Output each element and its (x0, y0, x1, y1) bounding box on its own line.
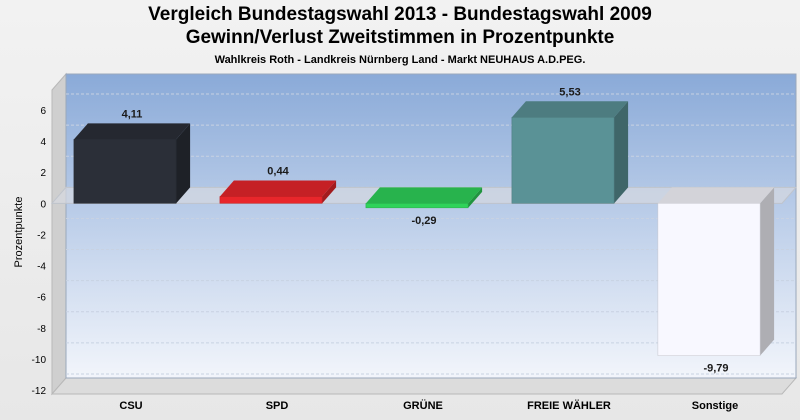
y-tick-label: -8 (37, 324, 46, 335)
y-tick-label: -10 (32, 355, 47, 366)
x-category-label: GRÜNE (403, 399, 443, 412)
y-tick-label: -12 (32, 386, 47, 397)
bar (511, 101, 629, 204)
bar (219, 180, 337, 204)
chart-title: Vergleich Bundestagswahl 2013 - Bundesta… (148, 4, 652, 25)
bar-front (511, 117, 615, 204)
y-tick-label: 4 (40, 137, 46, 148)
bar-front (73, 139, 177, 204)
x-category-label: SPD (266, 400, 289, 412)
plot-side-wall (51, 72, 67, 396)
chart-subtitle-region: Wahlkreis Roth - Landkreis Nürnberg Land… (214, 54, 586, 66)
bar-front (365, 203, 469, 209)
bar-side (468, 187, 483, 208)
bar-top (365, 187, 483, 204)
bar-value-label: -0,29 (411, 215, 436, 227)
bar-top (219, 180, 337, 197)
x-category-label: Sonstige (692, 400, 738, 412)
bar-value-label: -9,79 (703, 363, 728, 375)
bar-front (657, 203, 761, 356)
bar-value-label: 0,44 (267, 165, 289, 177)
bar-side (614, 101, 629, 204)
y-tick-label: 6 (40, 106, 46, 117)
bar-side (760, 187, 775, 356)
bar-front (219, 196, 323, 204)
chart-subtitle: Gewinn/Verlust Zweitstimmen in Prozentpu… (185, 27, 615, 48)
bar (365, 187, 483, 209)
bar-top (73, 123, 191, 140)
bar-side (176, 123, 191, 204)
y-tick-label: -2 (37, 230, 46, 241)
y-tick-label: -4 (37, 262, 46, 273)
y-axis-label: Prozentpunkte (13, 197, 25, 268)
x-category-label: FREIE WÄHLER (527, 399, 611, 412)
y-tick-label: 2 (40, 168, 46, 179)
x-category-label: CSU (119, 400, 142, 412)
bar-value-label: 4,11 (122, 108, 143, 120)
bar-top (511, 101, 629, 118)
y-tick-label: -6 (37, 293, 46, 304)
plot-floor (50, 377, 798, 395)
bar (657, 187, 775, 356)
y-tick-label: 0 (40, 199, 46, 210)
bar-top (657, 187, 775, 204)
bar-value-label: 5,53 (559, 86, 580, 98)
bar-side (322, 180, 337, 204)
bar (73, 123, 191, 204)
